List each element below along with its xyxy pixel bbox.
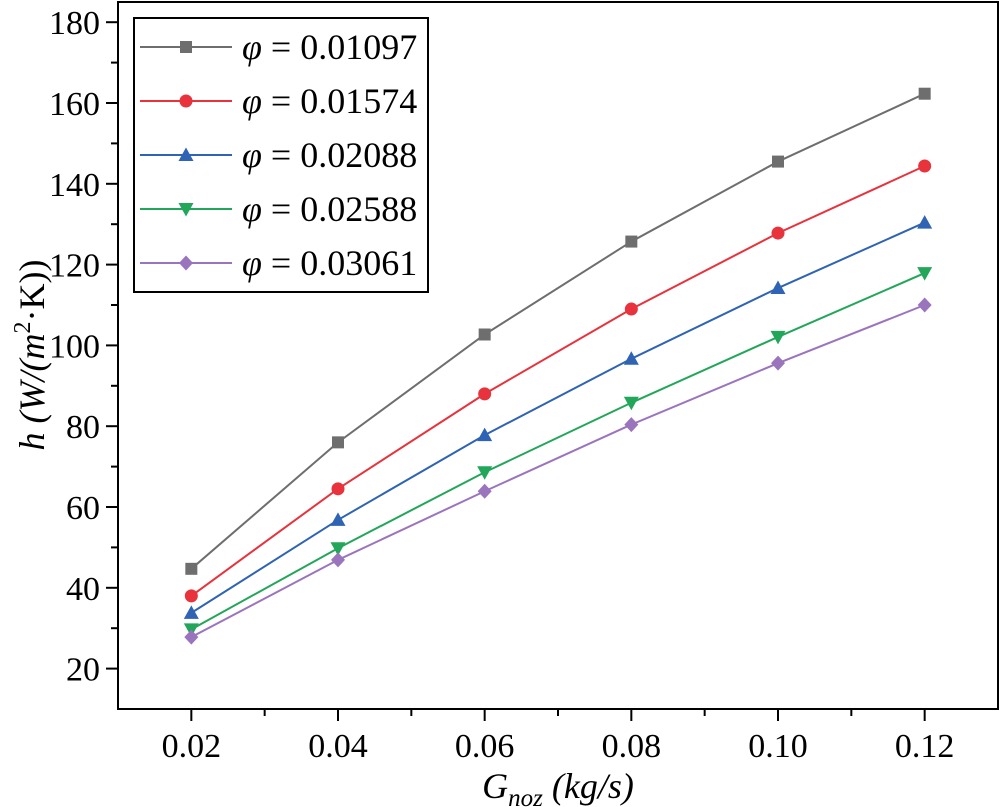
y-tick-label: 120 — [49, 248, 100, 285]
diamond-marker — [179, 255, 193, 271]
x-axis-label-main: G — [482, 766, 508, 806]
triangle-down-marker — [917, 267, 933, 281]
triangle-down-marker — [330, 542, 346, 556]
triangle-up-marker — [917, 215, 933, 229]
x-tick-label: 0.02 — [162, 728, 222, 765]
diamond-marker — [624, 417, 639, 433]
square-marker — [625, 235, 638, 248]
square-marker — [180, 41, 192, 53]
x-axis-label-units: (kg/s) — [543, 766, 634, 806]
y-tick-label: 60 — [66, 490, 100, 527]
y-tick-label: 180 — [49, 5, 100, 42]
y-axis-label-units-end: ·K)) — [12, 260, 52, 322]
y-tick-label: 40 — [66, 571, 100, 608]
triangle-up-marker — [330, 512, 346, 526]
circle-marker — [918, 159, 932, 173]
y-axis-label: h (W/(m2·K)) — [10, 260, 52, 451]
legend-symbol: φ — [242, 135, 262, 175]
y-tick-label: 160 — [49, 86, 100, 123]
series-line-3 — [190, 221, 926, 614]
x-axis-label-subscript: noz — [508, 785, 543, 807]
y-axis-label-superscript: 2 — [10, 322, 36, 334]
y-tick-label: 20 — [66, 652, 100, 689]
triangle-down-marker — [623, 396, 639, 411]
series-line-5 — [190, 304, 926, 638]
series-line-4 — [190, 272, 926, 631]
x-tick-label: 0.06 — [455, 728, 515, 765]
triangle-up-marker — [178, 147, 194, 161]
triangle-down-marker — [178, 203, 194, 217]
x-tick-label: 0.04 — [308, 728, 368, 765]
series-line-2 — [190, 165, 926, 597]
y-axis: 20 40 60 80 100 120 140 160 180 — [49, 5, 118, 689]
diamond-marker — [917, 297, 932, 313]
circle-marker — [478, 387, 492, 401]
square-marker — [918, 87, 931, 100]
triangle-up-marker — [770, 280, 786, 295]
diamond-marker — [477, 483, 492, 499]
square-marker — [185, 562, 198, 575]
legend-label: φ = 0.02088 — [242, 135, 417, 175]
circle-marker — [179, 94, 193, 108]
legend-label: φ = 0.02588 — [242, 189, 417, 229]
triangle-down-marker — [770, 330, 786, 345]
circle-marker — [624, 302, 638, 316]
legend-value: = 0.02588 — [262, 189, 417, 229]
circle-marker — [771, 226, 785, 240]
series-line-1 — [190, 92, 926, 570]
triangle-up-marker — [623, 351, 639, 365]
legend-value: = 0.03061 — [262, 243, 417, 283]
circle-marker — [331, 482, 345, 496]
legend-symbol: φ — [242, 27, 262, 67]
x-axis-label: Gnoz (kg/s) — [482, 766, 634, 807]
y-tick-label: 100 — [49, 328, 100, 365]
diamond-marker — [771, 355, 785, 371]
square-marker — [478, 328, 491, 341]
legend-label: φ = 0.01097 — [242, 27, 417, 67]
y-axis-label-units: (W/(m — [12, 334, 52, 433]
legend-value: = 0.02088 — [262, 135, 417, 175]
legend-value: = 0.01097 — [262, 27, 417, 67]
triangle-down-marker — [477, 466, 493, 480]
square-marker — [332, 436, 344, 449]
legend-value: = 0.01574 — [262, 81, 417, 121]
legend-symbol: φ — [242, 243, 262, 283]
legend-label: φ = 0.03061 — [242, 243, 417, 283]
y-tick-label: 80 — [66, 409, 100, 446]
legend-symbol: φ — [242, 189, 262, 229]
diamond-marker — [184, 629, 199, 645]
x-tick-label: 0.08 — [602, 728, 662, 765]
y-tick-label: 140 — [49, 167, 100, 204]
x-tick-label: 0.12 — [895, 728, 955, 765]
x-axis: 0.02 0.04 0.06 0.08 0.10 0.12 — [162, 709, 955, 765]
x-tick-label: 0.10 — [748, 728, 808, 765]
square-marker — [772, 155, 784, 168]
diamond-marker — [331, 552, 345, 568]
circle-marker — [184, 589, 198, 603]
triangle-up-marker — [477, 427, 493, 442]
legend-label: φ = 0.01574 — [242, 81, 417, 121]
y-axis-label-main: h — [12, 432, 52, 450]
triangle-up-marker — [183, 605, 199, 619]
legend-symbol: φ — [242, 81, 262, 121]
series-layer — [183, 87, 933, 645]
